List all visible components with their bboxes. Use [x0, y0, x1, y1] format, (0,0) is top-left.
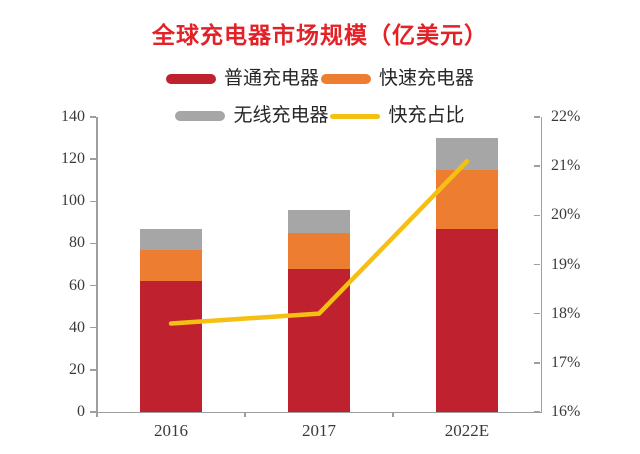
x-axis-tick [244, 412, 246, 417]
y-axis-left-line [96, 117, 98, 413]
y-axis-right-label: 18% [551, 304, 581, 322]
bar-segment-wireless-charger [140, 228, 202, 250]
x-axis-label: 2017 [302, 421, 336, 440]
legend-row-1: 普通充电器 快速充电器 [165, 68, 474, 90]
plot-area: 0 20 40 60 80 100 120 140 16% 17% 18% 19% 20% 21% 22% 2… [61, 108, 580, 440]
y-axis-right-tick [534, 214, 540, 217]
y-axis-left-tick [90, 411, 96, 413]
legend-label-fast-charger: 快速充电器 [378, 68, 474, 89]
x-axis-tick [392, 412, 394, 417]
legend-swatch-wireless-charger-icon [175, 111, 226, 121]
y-axis-right-tick [534, 362, 540, 364]
bar-segment-wireless-charger [288, 209, 350, 233]
legend-item-fast-charge-ratio: 快充占比 [330, 105, 465, 127]
y-axis-right-label: 19% [551, 255, 581, 273]
y-axis-right-label: 16% [551, 403, 581, 420]
y-axis-left-label: 120 [61, 150, 85, 168]
y-axis-right-label: 21% [551, 157, 581, 175]
bar-segment-normal-charger [436, 228, 498, 412]
y-axis-left-tick [90, 158, 96, 160]
chart-title: 全球充电器市场规模（亿美元） [152, 22, 488, 48]
bar-segment-normal-charger [140, 281, 202, 412]
x-axis-label: 2022E [444, 421, 490, 440]
y-axis-right-label: 17% [551, 353, 581, 371]
ratio-line-layer [168, 159, 470, 326]
y-axis-right-tick [534, 116, 540, 118]
y-axis-right-tick [534, 411, 540, 413]
y-axis-right-tick [534, 263, 540, 266]
legend-label-fast-charge-ratio: 快充占比 [388, 105, 465, 126]
bar-segment-fast-charger [140, 249, 202, 282]
legend: 普通充电器 快速充电器 无线充电器 快充占比 [0, 68, 640, 127]
y-axis-left-label: 140 [61, 108, 85, 125]
y-axis-left-label: 100 [61, 192, 85, 210]
y-axis-left-tick [90, 284, 96, 287]
y-axis-left-tick [90, 369, 96, 371]
legend-label-normal-charger: 普通充电器 [223, 68, 319, 89]
y-axis-left-tick [90, 242, 96, 245]
y-axis-left-label: 80 [69, 234, 85, 252]
x-axis-line [96, 411, 542, 413]
legend-swatch-fast-charge-ratio-icon [330, 113, 381, 119]
legend-row-2: 无线充电器 快充占比 [175, 105, 465, 127]
y-axis-left-label: 20 [69, 360, 85, 378]
y-axis-left-tick [90, 326, 96, 329]
y-axis-left-label: 60 [69, 276, 85, 294]
y-axis-left-tick [90, 200, 96, 203]
x-axis-label: 2016 [154, 421, 188, 440]
y-axis-left-label: 40 [69, 318, 85, 336]
y-axis-right-tick [534, 312, 540, 315]
bar-segment-fast-charger [288, 232, 350, 269]
y-axis-left-tick [90, 116, 96, 118]
y-axis-right-label: 22% [551, 108, 581, 125]
ratio-line [168, 159, 470, 326]
legend-label-wireless-charger: 无线充电器 [233, 105, 329, 126]
x-axis-tick [96, 412, 98, 417]
legend-swatch-fast-charger-icon [320, 74, 371, 84]
y-axis-left-label: 0 [77, 403, 85, 420]
legend-item-fast-charger: 快速充电器 [320, 68, 474, 90]
legend-swatch-normal-charger-icon [165, 74, 216, 84]
legend-item-wireless-charger: 无线充电器 [175, 105, 330, 127]
y-axis-right-label: 20% [551, 206, 581, 224]
legend-item-normal-charger: 普通充电器 [165, 68, 321, 90]
y-axis-right-tick [534, 165, 540, 167]
y-axis-right-line [540, 117, 542, 413]
